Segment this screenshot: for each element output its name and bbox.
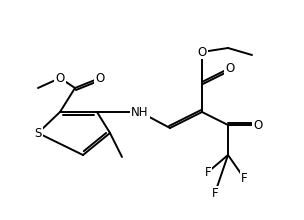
Text: O: O [197, 46, 207, 59]
Text: F: F [205, 165, 211, 178]
Text: O: O [95, 72, 105, 84]
Text: O: O [55, 72, 65, 84]
Text: F: F [241, 172, 247, 185]
Text: NH: NH [131, 106, 149, 119]
Text: F: F [212, 187, 218, 200]
Text: O: O [253, 119, 263, 132]
Text: S: S [34, 126, 42, 139]
Text: O: O [225, 62, 235, 75]
